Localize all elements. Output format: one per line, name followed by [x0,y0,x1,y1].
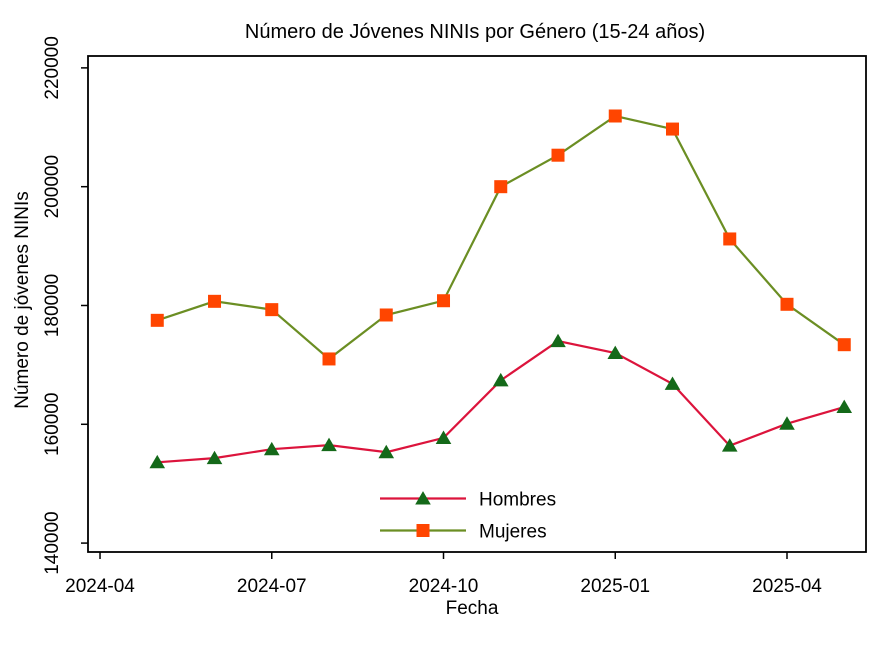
legend-label: Hombres [479,490,556,511]
series-hombres [149,333,853,469]
series-mujeres-marker [494,180,508,194]
legend-swatch-marker [416,524,430,537]
series-mujeres-marker [666,122,680,136]
series-mujeres-marker [437,294,451,308]
series-mujeres-marker [208,294,222,308]
y-tick-label: 140000 [42,511,63,574]
legend-swatch-marker [415,491,431,505]
plot-area: 140000 160000 180000 200000 220000 2024-04 202… [42,36,867,597]
series-hombres-marker [492,372,509,387]
series-mujeres-marker [322,352,336,366]
series-mujeres-marker [723,232,737,246]
y-tick-label: 160000 [42,393,63,456]
series-mujeres-marker [150,313,164,327]
series-hombres-marker [721,438,738,452]
series-mujeres-line [156,114,845,361]
series-hombres-marker [607,345,624,360]
x-axis-label: Fecha [446,598,499,619]
series-hombres-marker [435,430,452,444]
y-tick-label: 220000 [42,36,63,99]
series-hombres-marker [321,437,337,452]
series-mujeres-marker [551,148,565,162]
legend: Hombres Mujeres [380,490,556,543]
y-axis-label: Número de jóvenes NINIs [12,191,33,409]
series-hombres-marker [779,416,795,430]
legend-item-hombres: Hombres [380,490,556,511]
x-tick-label: 2024-10 [409,576,479,597]
legend-item-mujeres: Mujeres [380,522,547,543]
series-hombres-marker [550,333,566,348]
series-mujeres-marker [608,109,622,123]
series-hombres-line [157,339,845,464]
series-hombres-marker [206,450,223,465]
series-hombres-marker [263,441,280,456]
x-tick-label: 2024-07 [237,576,307,597]
series-mujeres-marker [837,338,851,352]
legend-label: Mujeres [479,522,547,543]
series-mujeres-marker [265,303,279,317]
x-tick-label: 2024-04 [65,576,135,597]
y-tick-label: 180000 [42,274,63,337]
x-tick-label: 2025-01 [580,576,650,597]
y-tick-label: 200000 [42,155,63,218]
series-hombres-marker [378,444,395,459]
series-mujeres [150,109,851,366]
x-tick-label: 2025-04 [752,576,822,597]
series-hombres-marker [836,399,853,414]
series-mujeres-marker [780,297,794,311]
series-mujeres-marker [379,308,393,322]
series-hombres-marker [149,454,166,469]
chart-title: Número de Jóvenes NINIs por Género (15-2… [245,21,705,43]
plot-border [87,55,867,553]
series-hombres-marker [664,376,681,390]
